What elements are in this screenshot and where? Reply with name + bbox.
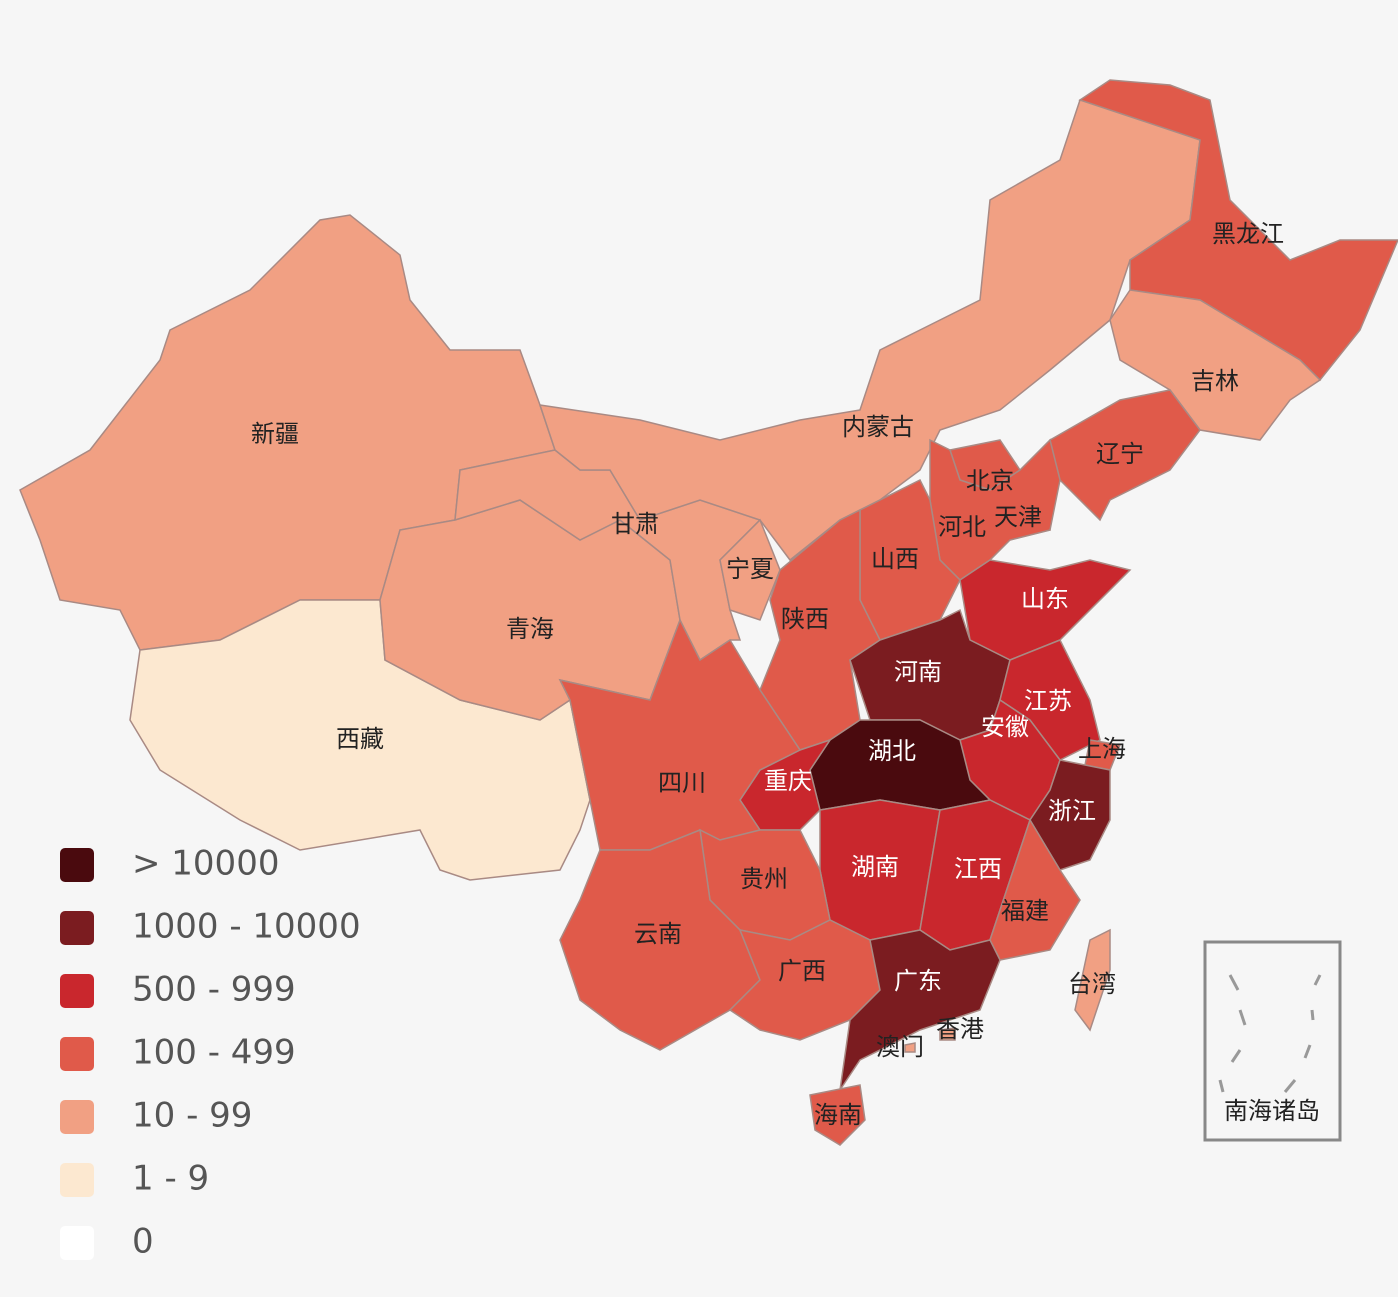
region-label: 山西: [871, 545, 919, 573]
region-label: 山东: [1021, 585, 1069, 613]
region-label: 青海: [506, 615, 554, 643]
region-label: 河北: [938, 513, 986, 541]
region: [1109, 289, 1322, 441]
region: [538, 89, 1201, 562]
region-label: 福建: [1001, 897, 1049, 925]
legend-swatch: [60, 974, 94, 1008]
legend-label: 0: [132, 1222, 154, 1262]
legend-label: 1000 - 10000: [132, 907, 361, 947]
region-label: 澳门: [876, 1033, 924, 1061]
legend-label: > 10000: [132, 844, 279, 884]
region-label: 甘肃: [611, 510, 659, 538]
inset-islands: [1218, 974, 1322, 1093]
region-label: 西藏: [336, 725, 384, 753]
region-label: 安徽: [981, 713, 1029, 741]
inset-label: 南海诸岛: [1224, 1097, 1320, 1125]
region-label: 河南: [894, 658, 942, 686]
legend-swatch: [60, 848, 94, 882]
legend-label: 500 - 999: [132, 970, 296, 1010]
region-label: 四川: [658, 769, 706, 797]
region-label: 江苏: [1024, 687, 1072, 715]
region: [809, 1084, 866, 1146]
region: [939, 1027, 956, 1041]
region: [1074, 928, 1111, 1032]
region: [1078, 79, 1398, 382]
region-label: 吉林: [1191, 367, 1239, 395]
region-label: 浙江: [1048, 797, 1096, 825]
region-label: 新疆: [251, 420, 299, 448]
legend-swatch: [60, 911, 94, 945]
region-label: 湖南: [851, 853, 899, 881]
region: [558, 618, 802, 851]
region-label: 北京: [966, 467, 1014, 495]
region-label: 黑龙江: [1212, 220, 1284, 248]
region-label: 江西: [954, 855, 1002, 883]
region-label: 贵州: [740, 865, 788, 893]
region: [1049, 389, 1201, 522]
region-label: 辽宁: [1096, 440, 1144, 468]
inset-box: [1203, 940, 1342, 1142]
region: [839, 929, 1001, 1091]
legend-swatch: [60, 1037, 94, 1071]
region: [904, 1042, 916, 1053]
legend-swatch: [60, 1163, 94, 1197]
legend-swatch: [60, 1100, 94, 1134]
region-label: 台湾: [1068, 970, 1116, 998]
regions: [19, 79, 1398, 1146]
region-label: 香港: [936, 1015, 984, 1043]
region-label: 上海: [1078, 735, 1126, 763]
region-label: 湖北: [868, 737, 916, 765]
legend-label: 1 - 9: [132, 1159, 209, 1199]
legend-label: 100 - 499: [132, 1033, 296, 1073]
legend-swatch: [60, 1226, 94, 1260]
region-label: 重庆: [764, 767, 812, 795]
region-label: 广西: [778, 957, 826, 985]
region-label: 宁夏: [726, 555, 774, 583]
region-label: 天津: [994, 503, 1042, 531]
region-label: 海南: [814, 1101, 862, 1129]
legend: > 10000 1000 - 10000 500 - 999 100 - 499 10 …: [60, 844, 361, 1262]
region-label: 陕西: [781, 605, 829, 633]
region-label: 内蒙古: [842, 413, 914, 441]
legend-label: 10 - 99: [132, 1096, 252, 1136]
region: [719, 518, 781, 621]
region-label: 广东: [894, 967, 942, 995]
region-label: 云南: [634, 920, 682, 948]
